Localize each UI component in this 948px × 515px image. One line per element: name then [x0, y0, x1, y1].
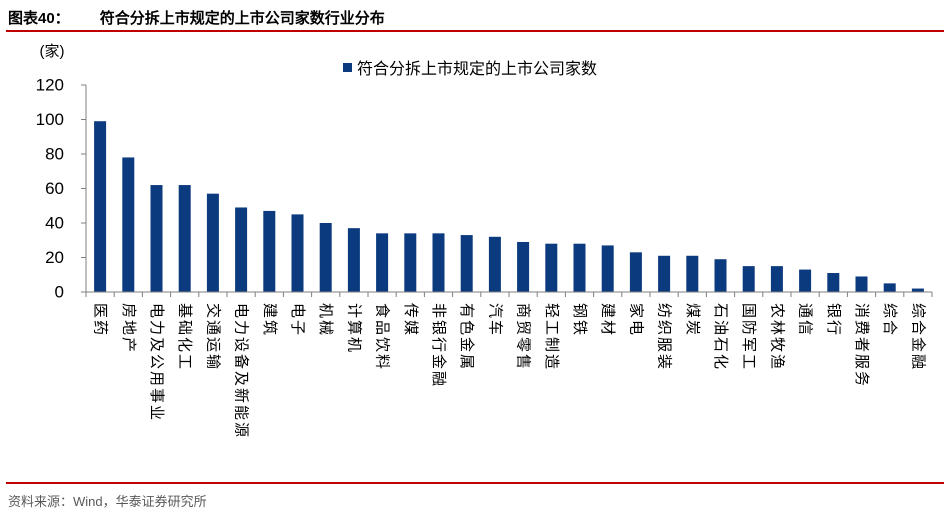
source-note: 资料来源：Wind，华泰证券研究所: [8, 494, 207, 509]
x-tick-label: 汽车: [486, 303, 503, 337]
x-tick-label: 通信: [797, 303, 814, 337]
bar: [235, 207, 248, 292]
x-tick-label: 食品饮料: [374, 303, 391, 371]
bar: [911, 288, 924, 292]
bar: [770, 266, 783, 292]
x-tick-label: 电子: [289, 303, 306, 337]
x-tick-label: 医药: [92, 303, 109, 337]
bar: [347, 228, 360, 292]
bar: [291, 214, 304, 292]
bar: [686, 255, 699, 292]
x-tick-label: 纺织服装: [656, 303, 673, 371]
bar: [122, 157, 135, 292]
x-tick-label: 电力及公用事业: [148, 303, 165, 422]
y-tick-label: 20: [45, 248, 64, 267]
x-tick-label: 家电: [627, 303, 644, 337]
bar: [545, 243, 558, 292]
bar: [488, 236, 501, 292]
x-tick-label: 建筑: [261, 303, 278, 337]
x-tick-label: 机械: [317, 303, 334, 337]
x-tick-label: 房地产: [120, 303, 137, 354]
y-axis: 0 20 40 60 80 100 120: [36, 76, 87, 302]
bar: [404, 233, 417, 292]
bar: [460, 235, 473, 292]
bar: [658, 255, 671, 292]
x-tick-label: 消费者服务: [853, 303, 870, 388]
bar: [799, 269, 812, 292]
x-tick-label: 交通运输: [204, 303, 222, 371]
x-tick-label: 钢铁: [571, 303, 588, 337]
x-tick-label: 国防军工: [740, 303, 757, 371]
bar: [206, 193, 219, 292]
x-tick-label: 基础化工: [176, 303, 193, 371]
figure-label: 图表40：: [8, 9, 70, 27]
bar: [629, 252, 642, 292]
x-tick-label: 银行: [825, 303, 842, 337]
y-axis-unit-label: (家): [40, 43, 65, 60]
bar: [573, 243, 586, 292]
bar: [883, 283, 896, 292]
x-tick-label: 石油石化: [712, 303, 729, 371]
y-tick-label: 80: [45, 145, 64, 164]
y-tick-label: 120: [36, 76, 64, 95]
bottom-rule: [6, 482, 944, 484]
bar: [601, 245, 614, 292]
title-rule: [6, 30, 944, 32]
legend: 符合分拆上市规定的上市公司家数: [343, 60, 597, 78]
x-tick-label: 轻工制造: [543, 303, 560, 371]
x-tick-label: 综合金融: [909, 303, 926, 371]
figure-header: 图表40： 符合分拆上市规定的上市公司家数行业分布: [8, 6, 385, 28]
y-tick-label: 40: [45, 214, 64, 233]
x-tick-label: 传媒: [402, 303, 419, 337]
x-tick-label: 非银行金融: [430, 303, 447, 388]
bar: [263, 210, 276, 292]
bar: [94, 121, 107, 292]
chart-title: 符合分拆上市规定的上市公司家数行业分布: [99, 9, 385, 27]
bar: [517, 241, 530, 292]
x-tick-label: 计算机: [345, 303, 363, 354]
legend-label: 符合分拆上市规定的上市公司家数: [357, 60, 597, 78]
bar: [178, 185, 191, 292]
y-tick-label: 60: [45, 179, 64, 198]
bar: [855, 276, 868, 292]
bar-series: [94, 121, 924, 292]
y-tick-label: 0: [55, 283, 64, 302]
bar: [319, 223, 332, 292]
bar: [376, 233, 389, 292]
bar: [150, 185, 163, 292]
x-tick-label: 商贸零售: [515, 303, 532, 371]
x-axis: 医药 房地产 电力及公用事业 基础化工 交通运输 电力设备及新能源 建筑 电子 机械 计算机 食品饮…: [85, 291, 933, 439]
x-tick-label: 有色金属: [458, 303, 475, 371]
x-tick-label: 建材: [599, 303, 616, 337]
bar: [714, 259, 727, 292]
x-tick-label: 电力设备及新能源: [233, 303, 250, 439]
bar: [742, 266, 755, 292]
x-tick-label: 农林牧渔: [768, 303, 785, 371]
x-tick-label: 综合: [881, 303, 898, 337]
bar: [432, 233, 445, 292]
bar: [827, 273, 840, 292]
x-tick-label: 煤炭: [684, 303, 701, 337]
y-tick-label: 100: [36, 110, 64, 129]
legend-swatch: [343, 63, 352, 72]
